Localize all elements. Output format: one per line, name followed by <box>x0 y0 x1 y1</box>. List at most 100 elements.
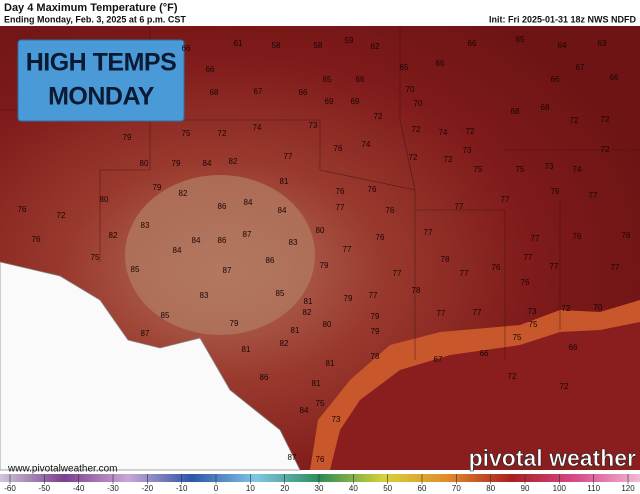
temperature-label: 65 <box>516 35 525 44</box>
temperature-label: 79 <box>320 261 329 270</box>
temperature-label: 86 <box>218 236 227 245</box>
temperature-label: 75 <box>513 333 522 342</box>
temperature-label: 81 <box>242 345 251 354</box>
temperature-label: 64 <box>558 41 567 50</box>
warm-area <box>125 175 315 335</box>
overlay-line: HIGH TEMPS <box>26 49 177 77</box>
temperature-label: 77 <box>473 308 482 317</box>
temperature-label: 67 <box>576 63 585 72</box>
gulf-area <box>310 300 640 470</box>
temperature-label: 72 <box>570 116 579 125</box>
temperature-label: 76 <box>551 187 560 196</box>
temperature-label: 72 <box>412 125 421 134</box>
temperature-label: 65 <box>323 75 332 84</box>
temperature-label: 80 <box>316 226 325 235</box>
temperature-label: 78 <box>371 352 380 361</box>
temperature-label: 85 <box>276 289 285 298</box>
colorbar <box>0 474 640 482</box>
temperature-label: 81 <box>312 379 321 388</box>
temperature-label: 66 <box>480 349 489 358</box>
temperature-label: 77 <box>437 309 446 318</box>
temperature-label: 66 <box>182 44 191 53</box>
temperature-label: 58 <box>272 41 281 50</box>
temperature-label: 72 <box>218 129 227 138</box>
temperature-label: 72 <box>560 382 569 391</box>
colorbar-label: 0 <box>214 484 219 493</box>
colorbar-label: -30 <box>107 484 119 493</box>
temperature-label: 76 <box>368 185 377 194</box>
temperature-label: 76 <box>492 263 501 272</box>
temperature-label: 82 <box>229 157 238 166</box>
colorbar-label: 70 <box>452 484 461 493</box>
colorbar-label: 100 <box>553 484 567 493</box>
temperature-label: 72 <box>508 372 517 381</box>
temperature-label: 78 <box>441 255 450 264</box>
temperature-label: 67 <box>434 355 443 364</box>
temperature-label: 76 <box>622 231 631 240</box>
temperature-label: 85 <box>161 311 170 320</box>
temperature-label: 65 <box>400 63 409 72</box>
temperature-label: 80 <box>140 159 149 168</box>
temperature-label: 77 <box>393 269 402 278</box>
colorbar-ticks: -60 -50 -40 -30 -20 -10 0 10 20 30 40 50 60 70 80 90 100… <box>4 474 635 493</box>
logo: pivotal weather <box>469 445 636 471</box>
temperature-label: 70 <box>406 85 415 94</box>
temperature-label: 75 <box>474 165 483 174</box>
temperature-label: 81 <box>280 177 289 186</box>
temperature-label: 75 <box>516 165 525 174</box>
temperature-label: 74 <box>253 123 262 132</box>
temperature-label: 76 <box>386 206 395 215</box>
colorbar-label: 120 <box>621 484 635 493</box>
temperature-label: 69 <box>325 97 334 106</box>
temperature-label: 68 <box>511 107 520 116</box>
temperature-label: 76 <box>32 235 41 244</box>
temperature-label: 81 <box>326 359 335 368</box>
colorbar-label: 20 <box>280 484 289 493</box>
temperature-label: 79 <box>344 294 353 303</box>
temperature-label: 87 <box>141 329 150 338</box>
temperature-label: 75 <box>529 320 538 329</box>
temperature-label: 75 <box>91 253 100 262</box>
temperature-label: 87 <box>223 266 232 275</box>
temperature-label: 72 <box>57 211 66 220</box>
temperature-label: 76 <box>316 455 325 464</box>
temperature-label: 72 <box>444 155 453 164</box>
temperature-label: 82 <box>179 189 188 198</box>
temperature-label: 72 <box>601 145 610 154</box>
temperature-label: 66 <box>468 39 477 48</box>
temperature-label: 68 <box>210 88 219 97</box>
temperature-label: 62 <box>371 42 380 51</box>
subtitle: Ending Monday, Feb. 3, 2025 at 6 p.m. CS… <box>4 14 186 24</box>
temperature-label: 78 <box>412 286 421 295</box>
temperature-label: 79 <box>123 133 132 142</box>
temperature-label: 77 <box>550 262 559 271</box>
colorbar-label: 30 <box>315 484 324 493</box>
temperature-label: 76 <box>573 232 582 241</box>
temperature-label: 66 <box>356 75 365 84</box>
temperature-label: 82 <box>303 308 312 317</box>
temperature-label: 77 <box>611 263 620 272</box>
colorbar-label: -60 <box>4 484 16 493</box>
temperature-label: 66 <box>569 343 578 352</box>
temperature-label: 66 <box>299 88 308 97</box>
temperature-labels: 61 58 58 59 62 66 66 66 65 64 66 63 67 66 66 65 65 66 67 66… <box>18 35 631 464</box>
temperature-label: 77 <box>589 191 598 200</box>
temperature-label: 58 <box>314 41 323 50</box>
temperature-label: 77 <box>501 195 510 204</box>
temperature-label: 77 <box>455 202 464 211</box>
header-band <box>0 0 640 26</box>
temperature-label: 59 <box>345 36 354 45</box>
temperature-label: 72 <box>466 127 475 136</box>
temperature-label: 87 <box>288 453 297 462</box>
temperature-label: 84 <box>278 206 287 215</box>
init-time: Init: Fri 2025-01-31 18z NWS NDFD <box>489 14 637 24</box>
temperature-label: 73 <box>528 307 537 316</box>
temperature-label: 61 <box>234 39 243 48</box>
temperature-label: 79 <box>230 319 239 328</box>
colorbar-label: 40 <box>349 484 358 493</box>
temperature-label: 73 <box>309 121 318 130</box>
temperature-label: 67 <box>254 87 263 96</box>
temperature-label: 86 <box>218 202 227 211</box>
temperature-label: 74 <box>362 140 371 149</box>
